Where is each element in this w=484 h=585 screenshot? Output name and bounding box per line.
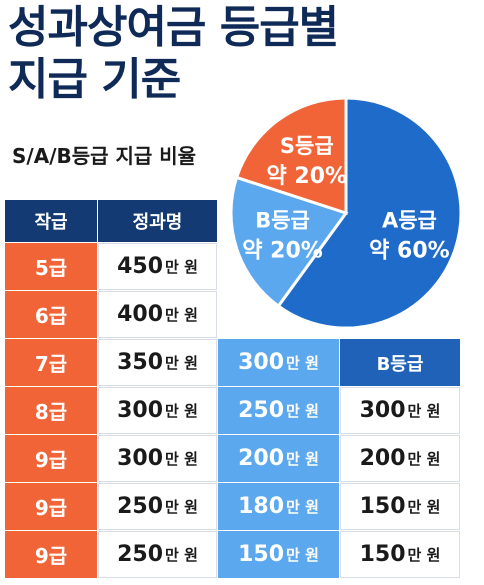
row-grade-value: 5급 <box>34 256 68 280</box>
row-grade-value: 6급 <box>34 304 68 328</box>
row-mid-amount-value: 180 <box>238 494 285 519</box>
pie-slice-2 <box>234 96 348 216</box>
row-amount-unit: 만 원 <box>165 450 198 468</box>
row-grade: 8급 <box>5 387 97 434</box>
row-amount: 250 만 원 <box>98 531 217 578</box>
row-amount-value: 300 <box>117 398 164 423</box>
row-mid-amount: 180 만 원 <box>218 483 339 530</box>
header-amount: 정과명 <box>98 200 217 242</box>
row-amount-value: 350 <box>117 350 164 375</box>
row-grade-value: 8급 <box>34 400 68 424</box>
row-mid-amount-value: 150 <box>238 542 285 567</box>
row-right-amount-value: 150 <box>359 542 406 567</box>
row-amount-value: 250 <box>117 542 164 567</box>
row-grade: 9급 <box>5 531 97 578</box>
pie-value-0: 약 60% <box>369 239 450 264</box>
row-amount: 450 만 원 <box>98 243 217 290</box>
row-grade: 6급 <box>5 291 97 338</box>
pie-slice-1 <box>229 175 349 309</box>
row-mid-amount-unit: 만 원 <box>286 354 319 372</box>
row-amount-value: 450 <box>117 254 164 279</box>
header-amount-value: 정과명 <box>132 212 183 233</box>
pie-value-1: 약 20% <box>242 239 323 264</box>
title-line-2: 지급 기준 <box>8 54 181 105</box>
header-b-grade-value: B등급 <box>376 353 424 375</box>
pie-label-1: B등급 <box>255 209 310 233</box>
row-right-amount-value: 200 <box>359 446 406 471</box>
row-mid-amount-value: 200 <box>238 446 285 471</box>
row-amount-unit: 만 원 <box>165 402 198 420</box>
row-grade: 9급 <box>5 435 97 482</box>
row-amount-unit: 만 원 <box>165 546 198 564</box>
row-right-amount: 200 만 원 <box>340 435 460 482</box>
row-amount-value: 400 <box>117 302 164 327</box>
row-grade-value: 7급 <box>34 352 68 376</box>
pie-slice-0 <box>276 96 463 330</box>
row-mid-amount-value: 300 <box>238 350 285 375</box>
row-mid-amount-unit: 만 원 <box>286 546 319 564</box>
row-amount-unit: 만 원 <box>165 354 198 372</box>
row-right-amount: 300 만 원 <box>340 387 460 434</box>
row-grade: 9급 <box>5 483 97 530</box>
row-grade: 5급 <box>5 243 97 290</box>
title-line-1: 성과상여금 등급별 <box>8 2 339 53</box>
row-mid-amount-unit: 만 원 <box>286 498 319 516</box>
row-mid-amount-unit: 만 원 <box>286 402 319 420</box>
row-right-amount-unit: 만 원 <box>407 402 441 420</box>
pie-value-2: 약 20% <box>267 164 348 189</box>
row-grade: 7급 <box>5 339 97 386</box>
row-grade-value: 9급 <box>34 544 68 568</box>
row-amount: 350 만 원 <box>98 339 217 386</box>
row-amount: 300 만 원 <box>98 387 217 434</box>
chart-subtitle: S/A/B등급 지급 비율 <box>12 144 197 168</box>
row-amount-unit: 만 원 <box>165 306 198 324</box>
row-right-amount: 150 만 원 <box>340 531 460 578</box>
row-right-amount-unit: 만 원 <box>407 498 441 516</box>
row-amount-unit: 만 원 <box>165 258 198 276</box>
row-amount: 400 만 원 <box>98 291 217 338</box>
row-amount: 250 만 원 <box>98 483 217 530</box>
row-mid-amount: 250 만 원 <box>218 387 339 434</box>
row-mid-amount: 300 만 원 <box>218 339 339 386</box>
pie-label-2: S등급 <box>280 134 334 158</box>
header-b-grade: B등급 <box>340 339 460 386</box>
row-mid-amount-value: 250 <box>238 398 285 423</box>
row-mid-amount-unit: 만 원 <box>286 450 319 468</box>
row-right-amount-value: 150 <box>359 494 406 519</box>
row-amount-unit: 만 원 <box>165 498 198 516</box>
header-grade-value: 작급 <box>34 212 68 233</box>
header-grade: 작급 <box>5 200 97 242</box>
row-right-amount-unit: 만 원 <box>407 450 441 468</box>
row-right-amount-value: 300 <box>359 398 406 423</box>
row-right-amount-unit: 만 원 <box>407 546 441 564</box>
row-mid-amount: 150 만 원 <box>218 531 339 578</box>
page-title: 성과상여금 등급별 지급 기준 <box>8 2 339 106</box>
row-grade-value: 9급 <box>34 496 68 520</box>
row-grade-value: 9급 <box>34 448 68 472</box>
pie-label-0: A등급 <box>382 209 437 233</box>
row-amount-value: 300 <box>117 446 164 471</box>
row-amount: 300 만 원 <box>98 435 217 482</box>
row-mid-amount: 200 만 원 <box>218 435 339 482</box>
row-amount-value: 250 <box>117 494 164 519</box>
row-right-amount: 150 만 원 <box>340 483 460 530</box>
